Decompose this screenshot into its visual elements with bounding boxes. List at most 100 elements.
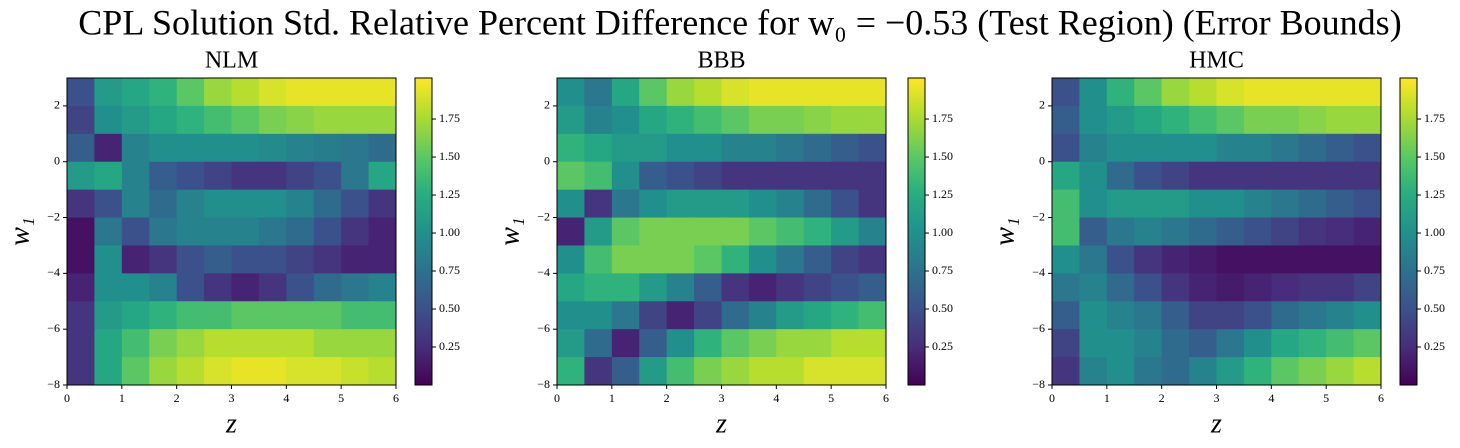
heat-cell [313,273,342,302]
x-tick-label: 1 [119,391,125,405]
heat-cell [776,329,805,358]
heat-cell [611,189,640,219]
heat-cell [231,273,260,302]
heat-cell [721,329,750,358]
heat-cell [341,301,370,330]
x-tick-label: 0 [1049,391,1055,405]
heat-cell [776,78,805,107]
heat-cell [721,301,750,330]
heat-cell [584,133,613,163]
heat-cell [341,273,370,302]
heat-cell [176,105,205,135]
heat-cell [204,245,232,274]
heat-cell [149,273,178,302]
heat-cell [1298,161,1327,191]
heat-cell [94,133,123,163]
heat-cell [1189,357,1217,386]
heat-cell [611,161,640,191]
heat-cell [1134,161,1163,191]
heat-cell [313,329,342,358]
heat-cell [1134,273,1163,302]
x-tick-label: 1 [609,391,615,405]
heat-cell [176,161,205,191]
heat-cell [694,273,722,302]
heat-cell [94,189,123,219]
heat-cell [1189,217,1217,246]
heat-cell [748,78,777,107]
heat-cell [67,245,95,274]
heat-cell [1052,217,1080,246]
heat-cell [121,301,150,330]
heat-cell [1134,189,1163,219]
heat-cell [858,189,887,219]
heat-cell [1134,217,1163,246]
heat-cell [1271,217,1300,246]
heat-cell [1353,273,1382,302]
heat-cell [368,273,397,302]
heat-cell [1326,357,1355,386]
heat-cell [721,189,750,219]
heat-cell [831,301,860,330]
heat-cell [341,357,370,386]
heat-cell [831,78,860,107]
heat-cell [1271,301,1300,330]
heat-cell [67,189,95,219]
x-tick-label: 3 [719,391,725,405]
heat-cell [1052,301,1080,330]
heat-cell [584,189,613,219]
y-tick-label: −4 [537,265,550,279]
heat-cell [1243,217,1272,246]
colorbar-tick-label: 0.75 [932,263,953,277]
heat-cell [557,161,585,191]
colorbar-tick-label: 0.50 [1424,301,1445,315]
heat-cell [858,161,887,191]
heat-cell [1326,78,1355,107]
heat-cell [258,217,287,246]
heat-cell [831,189,860,219]
heat-cell [1079,329,1108,358]
heat-cell [803,78,832,107]
heat-cell [94,273,123,302]
heat-cell [611,78,640,107]
heat-cell [313,161,342,191]
heat-cell [611,133,640,163]
heat-cell [94,357,123,386]
heat-cell [286,189,315,219]
heat-cell [1161,329,1190,358]
heat-cell [721,357,750,386]
heat-cell [1106,133,1135,163]
y-tick-label: −6 [47,321,60,335]
heat-cell [1353,357,1382,386]
heat-cell [1134,357,1163,386]
heat-cell [748,161,777,191]
heat-cell [858,301,887,330]
heat-cell [149,189,178,219]
heat-cell [666,78,695,107]
heat-cell [1106,217,1135,246]
heat-cell [721,217,750,246]
heat-cell [1079,273,1108,302]
y-tick-label: 0 [54,153,60,167]
heat-cell [121,357,150,386]
heat-cell [1079,189,1108,219]
heat-cell [776,301,805,330]
heat-cell [313,301,342,330]
x-tick-label: 6 [393,391,399,405]
heat-cell [204,273,232,302]
x-tick-label: 6 [1378,391,1384,405]
x-tick-label: 2 [664,391,670,405]
heat-cell [584,161,613,191]
heat-cell [1353,329,1382,358]
heat-cell [286,301,315,330]
heat-cell [204,78,232,107]
heat-cell [1079,217,1108,246]
heat-cell [666,357,695,386]
colorbar-tick-label: 0.75 [439,263,460,277]
heat-cell [748,217,777,246]
heat-cell [1052,105,1080,135]
heat-cell [776,133,805,163]
heat-cell [368,301,397,330]
heat-cell [341,133,370,163]
y-axis-label: w₁ [494,217,525,245]
